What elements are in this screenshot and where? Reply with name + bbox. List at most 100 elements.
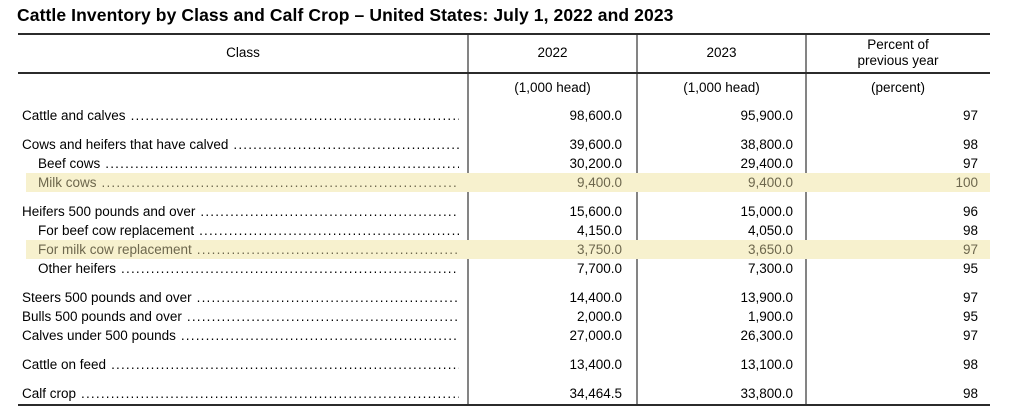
class-cell: Other heifers ..........................… [18,259,468,278]
value-percent: 97 [962,108,978,123]
class-label: For milk cow replacement [38,242,192,257]
class-cell: Cattle and calves ......................… [18,106,468,125]
value-2023: 38,800.0 [740,137,793,152]
units-2023: (1,000 head) [683,80,760,95]
dot-leader: ........................................… [200,204,459,219]
dot-leader: ........................................… [111,357,459,372]
value-2023: 13,900.0 [740,290,793,305]
table-spacer-row [18,278,990,288]
class-cell: Calf crop ..............................… [18,384,468,403]
class-cell: Cattle on feed .........................… [18,355,468,374]
value-percent: 97 [962,156,978,171]
dot-leader: ........................................… [121,261,459,276]
value-2022: 14,400.0 [569,290,622,305]
value-2022: 7,700.0 [576,261,622,276]
value-2022: 34,464.5 [569,386,622,401]
header-separator-rule [18,72,990,74]
column-divider [467,33,469,404]
value-2022: 39,600.0 [569,137,622,152]
value-2023: 3,650.0 [747,242,793,257]
value-2023: 1,900.0 [747,309,793,324]
class-cell: Heifers 500 pounds and over ............… [18,202,468,221]
class-cell: Beef cows ..............................… [18,154,468,173]
value-2022: 13,400.0 [569,357,622,372]
page-title: Cattle Inventory by Class and Calf Crop … [17,5,674,25]
value-2022: 98,600.0 [569,108,622,123]
table-row: Milk cows ..............................… [18,173,990,192]
table-units-row: (1,000 head) (1,000 head) (percent) [18,74,990,102]
value-2022: 4,150.0 [576,223,622,238]
table-row: Cows and heifers that have calved ......… [18,135,990,154]
value-2022: 27,000.0 [569,328,622,343]
table-spacer-row [18,125,990,135]
class-cell: Milk cows ..............................… [18,173,468,192]
class-label: Cattle on feed [22,357,107,372]
class-cell: For beef cow replacement ...............… [18,221,468,240]
value-percent: 96 [962,204,978,219]
value-2023: 13,100.0 [740,357,793,372]
table-row: Other heifers ..........................… [18,259,990,278]
class-label: Cows and heifers that have calved [22,137,229,152]
dot-leader: ........................................… [130,108,459,123]
table-row: Cattle on feed .........................… [18,355,990,374]
table-spacer-row [18,192,990,202]
class-cell: For milk cow replacement ...............… [18,240,468,259]
value-percent: 97 [962,328,978,343]
dot-leader: ........................................… [233,137,459,152]
table-bottom-rule [18,404,990,406]
class-label: Calf crop [22,386,77,401]
table-row: For beef cow replacement ...............… [18,221,990,240]
dot-leader: ........................................… [186,309,459,324]
cattle-inventory-table: Class 2022 2023 Percent of previous year… [18,33,990,406]
column-divider [805,33,807,404]
value-2023: 15,000.0 [740,204,793,219]
table-row: Calf crop ..............................… [18,384,990,403]
header-class: Class [226,44,260,60]
value-2023: 7,300.0 [747,261,793,276]
value-2023: 26,300.0 [740,328,793,343]
value-2022: 3,750.0 [576,242,622,257]
table-body: Cattle and calves ......................… [18,102,990,403]
value-2023: 4,050.0 [747,223,793,238]
header-2023: 2023 [706,44,737,60]
class-label: Beef cows [38,156,101,171]
class-label: Other heifers [38,261,117,276]
value-2022: 2,000.0 [576,309,622,324]
table-row: Calves under 500 pounds ................… [18,326,990,345]
class-cell: Steers 500 pounds and over .............… [18,288,468,307]
table-header-row: Class 2022 2023 Percent of previous year [18,33,990,72]
value-2022: 9,400.0 [576,175,622,190]
dot-leader: ........................................… [101,175,459,190]
class-cell: Bulls 500 pounds and over ..............… [18,307,468,326]
dot-leader: ........................................… [180,328,459,343]
value-2023: 95,900.0 [740,108,793,123]
value-percent: 95 [962,309,978,324]
value-percent: 95 [962,261,978,276]
value-percent: 98 [962,386,978,401]
column-divider [636,33,638,404]
header-percent: Percent of previous year [806,33,990,72]
class-label: Steers 500 pounds and over [22,290,192,305]
table-row: Heifers 500 pounds and over ............… [18,202,990,221]
value-2023: 33,800.0 [740,386,793,401]
table-row: Beef cows ..............................… [18,154,990,173]
class-label: Heifers 500 pounds and over [22,204,196,219]
table-row: Steers 500 pounds and over .............… [18,288,990,307]
value-percent: 98 [962,137,978,152]
dot-leader: ........................................… [196,290,459,305]
value-percent: 100 [955,175,978,190]
header-percent-label: Percent of previous year [857,36,939,68]
class-cell: Cows and heifers that have calved ......… [18,135,468,154]
dot-leader: ........................................… [81,386,459,401]
dot-leader: ........................................… [196,242,459,257]
value-2022: 30,200.0 [569,156,622,171]
table-spacer-row [18,345,990,355]
table-row: Cattle and calves ......................… [18,106,990,125]
table-top-rule [18,33,990,35]
class-cell: Calves under 500 pounds ................… [18,326,468,345]
table-row: For milk cow replacement ...............… [18,240,990,259]
units-class [18,74,468,102]
class-label: Milk cows [38,175,97,190]
header-2022: 2022 [537,44,568,60]
